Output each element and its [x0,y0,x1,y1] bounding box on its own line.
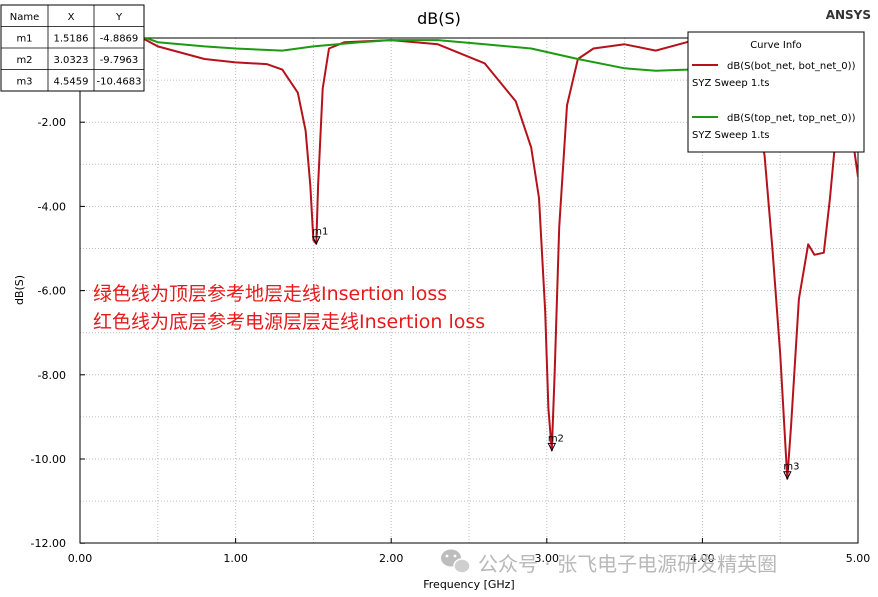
marker-table-cell: -4.8869 [100,34,139,45]
marker-table-cell: m3 [16,77,32,88]
legend-entry-source: SYZ Sweep 1.ts [692,130,770,141]
legend-frame [687,31,865,153]
legend-title: Curve Info [750,40,802,51]
ansys-brand: ANSYS [826,8,871,22]
series-line-bot-net [140,38,858,480]
x-tick-label: 0.00 [68,552,93,565]
annotation-green-line: 绿色线为顶层参考地层走线Insertion loss [93,283,447,305]
y-tick-label: -8.00 [38,369,66,382]
y-tick-label: -4.00 [38,200,66,213]
marker-m2-label: m2 [548,433,564,444]
watermark-text: 公众号 · 张飞电子电源研发精英圈 [478,552,777,576]
marker-table-cell: 4.5459 [54,77,89,88]
y-axis-label: dB(S) [13,275,26,305]
marker-table-header: Y [115,12,123,23]
marker-table-header: Name [10,12,40,23]
legend-entry-source: SYZ Sweep 1.ts [692,78,770,89]
marker-table-cell: 3.0323 [54,55,89,66]
marker-table-cell: -10.4683 [97,77,142,88]
x-tick-label: 5.00 [846,552,871,565]
x-tick-label: 2.00 [379,552,404,565]
y-tick-label: -6.00 [38,285,66,298]
series-line-top-net [143,38,703,72]
marker-m3-label: m3 [783,462,799,473]
wechat-icon [441,549,471,574]
x-tick-label: 3.00 [535,552,560,565]
marker-table-cell: 1.5186 [54,34,89,45]
annotation-red-line: 红色线为底层参考电源层层走线Insertion loss [93,311,485,333]
marker-table-cell: m2 [16,55,32,66]
marker-m1-triangle [311,236,321,245]
marker-table-cell: m1 [16,34,32,45]
y-tick-label: -12.00 [31,537,66,550]
series-group [140,38,858,480]
marker-table-header: X [68,12,75,23]
markers-group: m1 m2 m3 [311,227,799,480]
axis-ticks: 0.00 1.00 2.00 3.00 4.00 5.00 -2.00 -4.00 -6.00 -… [31,116,871,565]
y-tick-label: -10.00 [31,453,66,466]
marker-m2-triangle [547,442,557,452]
marker-table: Name X Ym1 1.5186 -4.8869 m2 3.0323 -9.7963 m3 4.… [0,4,145,92]
y-tick-label: -2.00 [38,116,66,129]
marker-table-cell: -9.7963 [100,55,139,66]
watermark: 公众号 · 张飞电子电源研发精英圈 [441,549,777,576]
x-tick-label: 1.00 [223,552,248,565]
legend-box: Curve Info dB(S(bot_net, bot_net_0)) SYZ S… [687,31,865,153]
marker-m1-label: m1 [312,227,328,238]
legend-entry-name: dB(S(top_net, top_net_0)) [727,113,856,124]
x-axis-label: Frequency [GHz] [423,578,514,591]
x-tick-label: 4.00 [690,552,715,565]
marker-m3-triangle [783,471,792,480]
legend-entry-name: dB(S(bot_net, bot_net_0)) [727,61,856,72]
chart-title: dB(S) [417,9,461,28]
